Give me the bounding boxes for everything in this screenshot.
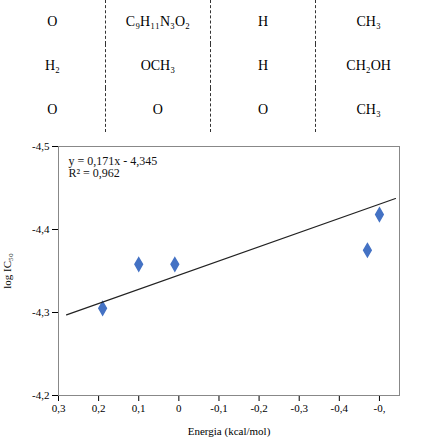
html-text:O: O (152, 102, 163, 117)
svg-text:Energia (kcal/mol): Energia (kcal/mol) (188, 425, 271, 438)
svg-text:0,2: 0,2 (92, 402, 106, 414)
html-text:H₂: H₂ (44, 58, 60, 73)
svg-text:-0,2: -0,2 (250, 402, 267, 414)
svg-text:-0,4: -0,4 (331, 402, 349, 414)
svg-text:0,3: 0,3 (52, 402, 66, 414)
html-text:H: H (258, 14, 269, 29)
svg-text:y = 0,171x - 4,345R² = 0,962: y = 0,171x - 4,345R² = 0,962 (69, 154, 158, 180)
svg-text:0,1: 0,1 (132, 402, 146, 414)
html-text:CH₂OH: CH₂OH (346, 58, 391, 73)
html-text:O: O (258, 102, 269, 117)
svg-text:log IC₅₀: log IC₅₀ (1, 253, 13, 289)
html-text:O: O (47, 102, 58, 117)
html-text:CH₃: CH₃ (356, 102, 381, 117)
svg-text:-4,3: -4,3 (32, 306, 50, 318)
svg-text:-0,3: -0,3 (290, 402, 308, 414)
html-text:OCH₃: OCH₃ (140, 58, 176, 73)
svg-text:-4,4: -4,4 (32, 223, 50, 235)
html-text:H: H (258, 58, 269, 73)
html-text:C₉H₁₁N₃O₂: C₉H₁₁N₃O₂ (125, 14, 190, 29)
svg-text:-0,: -0, (373, 402, 385, 414)
svg-text:-0,1: -0,1 (210, 402, 227, 414)
svg-text:-4,5: -4,5 (32, 140, 50, 152)
html-text:CH₃: CH₃ (356, 14, 381, 29)
svg-text:-4,2: -4,2 (32, 389, 49, 401)
svg-text:0: 0 (176, 402, 182, 414)
html-text:O: O (47, 14, 58, 29)
